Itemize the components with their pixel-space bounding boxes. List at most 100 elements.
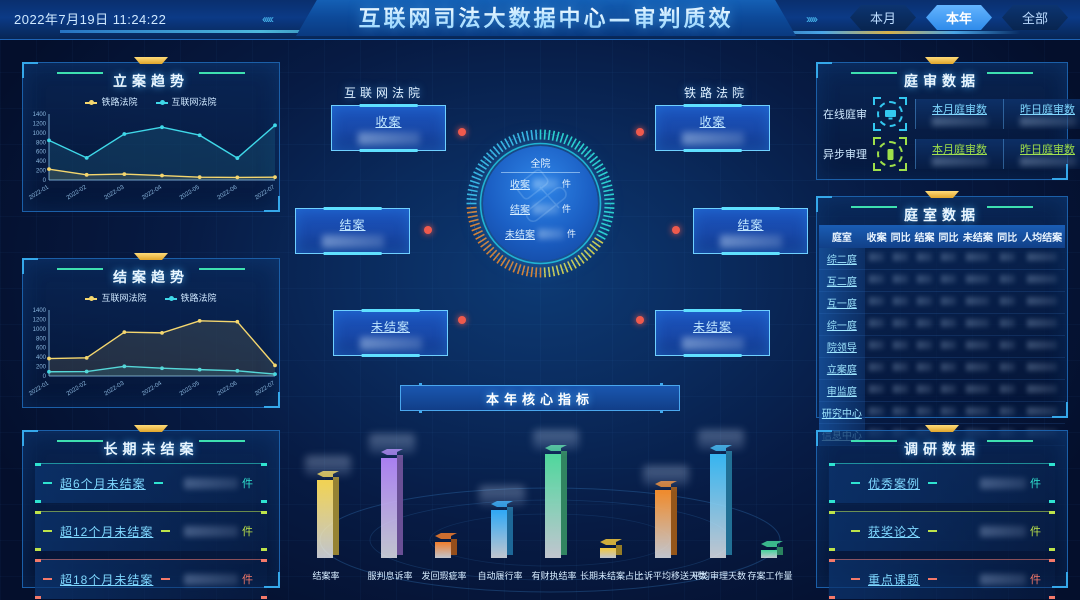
legend-item-railway: 铁路法院 xyxy=(85,95,138,108)
connector-dot xyxy=(424,226,432,234)
railway-court-box-pending[interactable]: 未结案 xyxy=(655,309,770,357)
svg-text:2022-03: 2022-03 xyxy=(104,380,126,397)
row-value-cell: 件 xyxy=(980,571,1055,587)
legend-item-railway: 铁路法院 xyxy=(164,291,217,304)
title-accent xyxy=(45,262,257,274)
table-cell xyxy=(888,357,913,380)
row-value-cell: 件 xyxy=(184,523,267,539)
legend-item-internet: 互联网法院 xyxy=(155,95,217,108)
table-cell xyxy=(960,291,996,314)
column-header: 未结案 xyxy=(960,225,996,248)
table-cell xyxy=(888,379,913,402)
unit-label: 件 xyxy=(561,179,571,189)
tab-all[interactable]: 全部 xyxy=(1002,5,1068,30)
list-item[interactable]: 超6个月未结案 件 xyxy=(35,463,267,503)
bullet-dash xyxy=(43,530,52,532)
gauge-row-pending: 未结案 件 xyxy=(483,226,598,241)
table-row[interactable]: 立案庭 xyxy=(819,357,1065,380)
table-cell xyxy=(1019,269,1065,292)
column-header: 庭室 xyxy=(819,225,865,248)
tab-this-year[interactable]: 本年 xyxy=(926,5,992,30)
panel-title: 长期未结案 xyxy=(103,441,199,457)
page-title-text: 互联网司法大数据中心—审判质效 xyxy=(358,1,733,33)
panel-filing-trend: 立案趋势 铁路法院 互联网法院 0 200 400 600 800 1000 1200 140… xyxy=(22,57,280,212)
internet-court-box-closed[interactable]: 结案 xyxy=(295,207,410,255)
row-value-cell: 件 xyxy=(980,475,1055,491)
unit-label: 件 xyxy=(242,526,253,538)
cell-court-room: 研究中心 xyxy=(819,401,865,424)
tab-this-month[interactable]: 本月 xyxy=(850,5,916,30)
table-cell xyxy=(912,335,937,358)
list-item[interactable]: 超12个月未结案 件 xyxy=(35,511,267,551)
table-cell xyxy=(995,291,1020,314)
table-row[interactable]: 综二庭 xyxy=(819,248,1065,270)
row-label: 异步审理 xyxy=(823,149,867,161)
table-row[interactable]: 审监庭 xyxy=(819,379,1065,402)
row-value xyxy=(184,573,238,585)
box-label: 未结案 xyxy=(692,320,732,334)
bar-label: 平均审理天数 xyxy=(691,571,746,581)
table-cell xyxy=(960,313,996,336)
row-value xyxy=(184,477,238,489)
bullet-dash xyxy=(928,578,938,580)
box-label: 未结案 xyxy=(370,320,410,334)
table-cell xyxy=(960,335,996,358)
svg-text:2022-05: 2022-05 xyxy=(179,380,201,397)
svg-text:1400: 1400 xyxy=(33,112,47,118)
table-cell xyxy=(1019,401,1065,424)
table-row[interactable]: 院领导 xyxy=(819,335,1065,358)
chevron-right-icon: ››››› xyxy=(806,12,818,26)
cell-header: 昨日庭审数 xyxy=(1020,104,1075,116)
table-cell xyxy=(936,313,961,336)
table-row[interactable]: 互一庭 xyxy=(819,291,1065,314)
bar-label: 有财执结率 xyxy=(531,571,577,581)
table-cell xyxy=(936,357,961,380)
row-value-cell: 件 xyxy=(980,523,1055,539)
bar-label: 长期未结案占比 xyxy=(580,571,644,581)
trial-row-online: 在线庭审 本月庭审数 昨日庭审数 xyxy=(823,97,1080,131)
row-value xyxy=(980,477,1026,489)
mobile-icon xyxy=(873,137,907,171)
court-room-table: 庭室 收案 同比 结案 同比 未结案 同比 人均结案 综二庭 互二庭 互一庭 综一庭 院领导 立案庭 审监庭… xyxy=(819,225,1065,446)
table-cell xyxy=(864,335,889,358)
svg-text:2022-07: 2022-07 xyxy=(254,184,276,201)
cell-court-room: 综二庭 xyxy=(819,248,865,270)
cell-court-room: 立案庭 xyxy=(819,357,865,380)
cell-court-room: 互一庭 xyxy=(819,291,865,314)
bullet-dash xyxy=(43,578,52,580)
table-row[interactable]: 互二庭 xyxy=(819,269,1065,292)
table-row[interactable]: 综一庭 xyxy=(819,313,1065,336)
list-item[interactable]: 优秀案例 件 xyxy=(829,463,1055,503)
bar-label: 存案工作量 xyxy=(747,571,793,581)
table-cell xyxy=(936,291,961,314)
banner-text: 本年核心指标 xyxy=(485,391,594,407)
box-value xyxy=(357,132,420,145)
bullet-dash xyxy=(928,530,938,532)
list-item[interactable]: 获奖论文 件 xyxy=(829,511,1055,551)
list-item[interactable]: 重点课题 件 xyxy=(829,559,1055,599)
row-value xyxy=(184,525,238,537)
svg-text:2022-01: 2022-01 xyxy=(28,184,50,201)
trial-cell-yesterday: 昨日庭审数 xyxy=(1003,139,1080,169)
list-item[interactable]: 超18个月未结案 件 xyxy=(35,559,267,599)
panel-closing-trend: 结案趋势 互联网法院 铁路法院 0 200 400 600 800 1000 1200 140… xyxy=(22,253,280,408)
internet-court-box-filed[interactable]: 收案 xyxy=(331,104,446,152)
monitor-icon xyxy=(873,97,907,131)
railway-court-box-filed[interactable]: 收案 xyxy=(655,104,770,152)
svg-text:2022-03: 2022-03 xyxy=(104,184,126,201)
bar-label: 结案率 xyxy=(312,571,340,581)
bullet-dash xyxy=(161,578,171,580)
internet-court-box-pending[interactable]: 未结案 xyxy=(333,309,448,357)
svg-text:400: 400 xyxy=(36,355,47,361)
datetime-display: 2022年7月19日 11:24:22 xyxy=(14,12,167,27)
railway-court-box-closed[interactable]: 结案 xyxy=(693,207,808,255)
unit-label: 件 xyxy=(1030,478,1041,490)
closing-trend-legend: 互联网法院 铁路法院 xyxy=(23,291,279,304)
row-label: 优秀案例 xyxy=(868,476,921,491)
row-value xyxy=(537,228,564,239)
table-row[interactable]: 研究中心 xyxy=(819,401,1065,424)
row-label: 未结案 xyxy=(504,230,535,241)
trial-data-title-bar: 庭审数据 xyxy=(817,57,1067,90)
panel-research-data: 调研数据 优秀案例 件 获奖论文 件 xyxy=(816,425,1068,599)
title-deco xyxy=(134,253,168,260)
